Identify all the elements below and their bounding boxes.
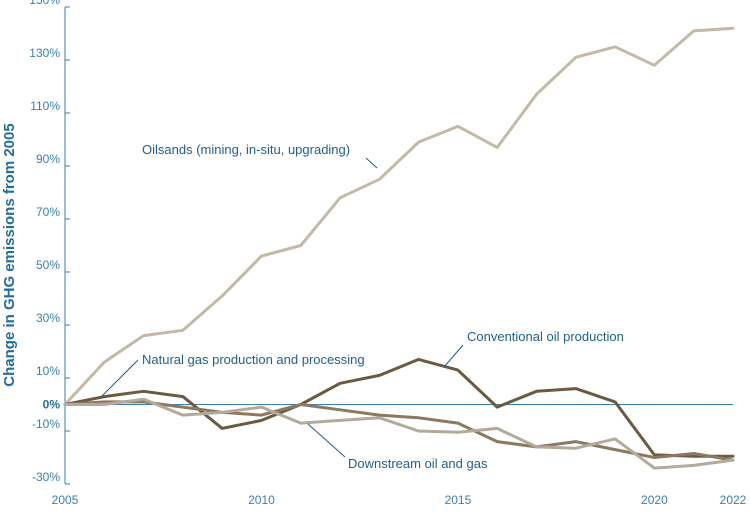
x-tick-label: 2010 bbox=[248, 493, 275, 507]
y-axis-label: Change in GHG emissions from 2005 bbox=[1, 123, 18, 386]
series-line bbox=[63, 26, 735, 406]
series-group bbox=[63, 26, 735, 470]
annotation-leader bbox=[99, 359, 139, 399]
y-tick-label: 110% bbox=[30, 99, 60, 113]
y-tick-label: -10% bbox=[32, 417, 60, 431]
x-tick-label: 2022 bbox=[720, 493, 747, 507]
y-tick-label: 70% bbox=[36, 205, 60, 219]
annotation-label: Downstream oil and gas bbox=[348, 456, 488, 471]
axes: -30% -10% 0% 10% 30% 50% 70% 90% 110% 130% 150% 200… bbox=[29, 0, 746, 507]
y-tick-label: 90% bbox=[36, 152, 60, 166]
series-line bbox=[63, 400, 735, 462]
y-tick-label: 150% bbox=[29, 0, 60, 7]
annotation-leader bbox=[307, 423, 346, 458]
series-line bbox=[63, 357, 735, 458]
y-tick-label: 50% bbox=[36, 258, 60, 272]
series-line bbox=[63, 397, 735, 470]
annotation-label: Conventional oil production bbox=[467, 329, 624, 344]
x-tick-label: 2020 bbox=[641, 493, 668, 507]
y-tick-label: -30% bbox=[32, 470, 60, 484]
annotations-group: Oilsands (mining, in-situ, upgrading) Con… bbox=[99, 142, 624, 471]
y-tick-label: 10% bbox=[36, 364, 60, 378]
annotation-label: Natural gas production and processing bbox=[142, 352, 365, 367]
annotation-label: Oilsands (mining, in-situ, upgrading) bbox=[142, 142, 350, 157]
y-tick-label: 30% bbox=[36, 311, 60, 325]
y-tick-label: 130% bbox=[29, 46, 60, 60]
annotation-leader bbox=[443, 344, 464, 368]
x-tick-label: 2005 bbox=[52, 493, 79, 507]
x-tick-label: 2015 bbox=[445, 493, 472, 507]
annotation-leader bbox=[365, 157, 378, 169]
y-tick-label: 0% bbox=[43, 398, 61, 412]
